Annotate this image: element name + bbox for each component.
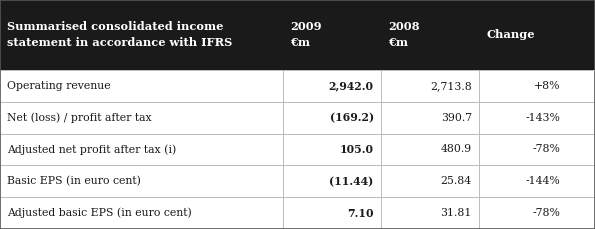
Text: 2,942.0: 2,942.0 [328, 80, 374, 91]
Text: -144%: -144% [526, 176, 560, 186]
Text: Summarised consolidated income
statement in accordance with IFRS: Summarised consolidated income statement… [7, 22, 233, 48]
Bar [0, 197, 595, 229]
Text: Adjusted net profit after tax (i): Adjusted net profit after tax (i) [7, 144, 176, 155]
Text: Net (loss) / profit after tax: Net (loss) / profit after tax [7, 112, 152, 123]
Text: 25.84: 25.84 [441, 176, 472, 186]
Text: -143%: -143% [525, 113, 560, 123]
Text: 105.0: 105.0 [340, 144, 374, 155]
Text: -78%: -78% [533, 208, 560, 218]
Text: Adjusted basic EPS (in euro cent): Adjusted basic EPS (in euro cent) [7, 208, 192, 218]
Text: Operating revenue: Operating revenue [7, 81, 111, 91]
Text: -78%: -78% [533, 144, 560, 154]
Bar [0, 102, 595, 134]
Text: Change: Change [486, 29, 535, 41]
Text: 480.9: 480.9 [441, 144, 472, 154]
Bar [0, 165, 595, 197]
Text: (169.2): (169.2) [330, 112, 374, 123]
Bar [0, 134, 595, 165]
Text: 2009
€m: 2009 €m [290, 22, 321, 48]
Text: 2,713.8: 2,713.8 [430, 81, 472, 91]
Text: 390.7: 390.7 [441, 113, 472, 123]
Bar [0, 70, 595, 102]
Text: (11.44): (11.44) [330, 176, 374, 187]
Text: Basic EPS (in euro cent): Basic EPS (in euro cent) [7, 176, 141, 186]
Bar [0, 0, 595, 70]
Text: 7.10: 7.10 [347, 207, 374, 219]
Text: 2008
€m: 2008 €m [388, 22, 419, 48]
Text: +8%: +8% [534, 81, 560, 91]
Text: 31.81: 31.81 [440, 208, 472, 218]
